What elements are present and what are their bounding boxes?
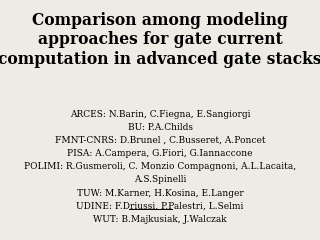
Text: PISA: A.Campera, G.Fiori, G.Iannaccone: PISA: A.Campera, G.Fiori, G.Iannaccone	[67, 149, 253, 158]
Text: UDINE: F.Driussi, P.Palestri, L.Selmi: UDINE: F.Driussi, P.Palestri, L.Selmi	[76, 202, 244, 211]
Text: Comparison among modeling
approaches for gate current
computation in advanced ga: Comparison among modeling approaches for…	[0, 12, 320, 68]
Text: POLIMI: R.Gusmeroli, C. Monzio Compagnoni, A.L.Lacaita,: POLIMI: R.Gusmeroli, C. Monzio Compagnon…	[24, 162, 296, 171]
Text: TUW: M.Karner, H.Kosina, E.Langer: TUW: M.Karner, H.Kosina, E.Langer	[76, 189, 244, 198]
Text: WUT: B.Majkusiak, J.Walczak: WUT: B.Majkusiak, J.Walczak	[93, 215, 227, 224]
Text: ARCES: N.Barin, C.Fiegna, E.Sangiorgi: ARCES: N.Barin, C.Fiegna, E.Sangiorgi	[70, 110, 250, 119]
Text: BU: P.A.Childs: BU: P.A.Childs	[127, 123, 193, 132]
Text: FMNT-CNRS: D.Brunel , C.Busseret, A.Poncet: FMNT-CNRS: D.Brunel , C.Busseret, A.Ponc…	[55, 136, 265, 145]
Text: A.S.Spinelli: A.S.Spinelli	[134, 175, 186, 184]
